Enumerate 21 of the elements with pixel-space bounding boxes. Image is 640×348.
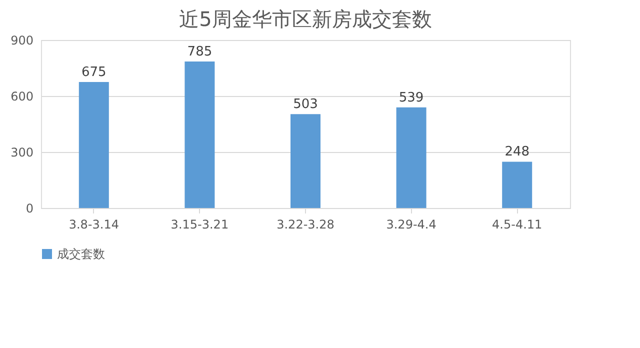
bar [78, 82, 109, 208]
bar [184, 61, 215, 208]
y-tick-label: 600 [10, 90, 34, 104]
y-tick-label: 300 [10, 146, 34, 160]
bar [290, 114, 320, 208]
x-tick-label: 3.22-3.28 [276, 218, 334, 232]
data-label: 248 [504, 144, 530, 160]
bar [502, 162, 532, 208]
data-label: 675 [81, 65, 106, 80]
data-label: 503 [293, 97, 318, 112]
y-tick-label: 0 [26, 202, 34, 216]
data-label: 539 [398, 90, 424, 106]
x-tick-label: 3.29-4.4 [386, 218, 436, 232]
bar [396, 107, 426, 208]
chart-title: 近5周金华市区新房成交套数 [179, 7, 432, 31]
x-tick-label: 4.5-4.11 [492, 218, 542, 232]
y-tick-label: 900 [10, 34, 34, 48]
x-tick-label: 3.8-3.14 [68, 218, 119, 232]
legend-label: 成交套数 [57, 247, 105, 261]
data-label: 785 [187, 44, 212, 60]
x-tick-label: 3.15-3.21 [170, 218, 229, 232]
